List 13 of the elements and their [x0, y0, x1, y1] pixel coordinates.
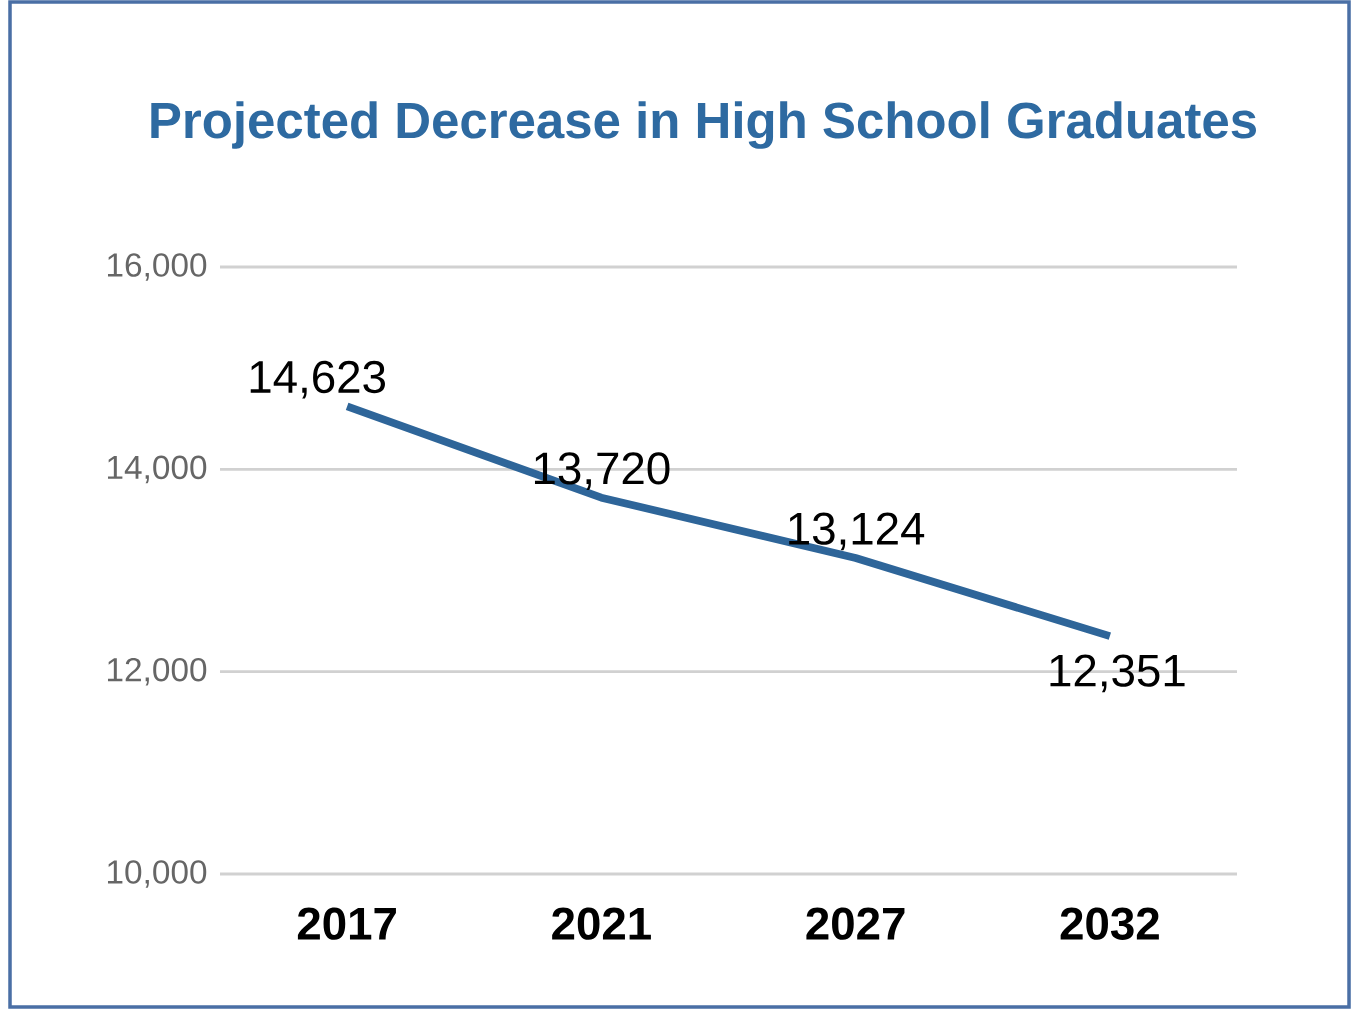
data-label: 14,623	[250, 360, 385, 399]
chart-title: Projected Decrease in High School Graduates	[151, 101, 1257, 149]
x-tick-label: 2017	[297, 907, 396, 940]
y-tick-label: 12,000	[108, 657, 207, 686]
x-tick-label: 2032	[1060, 907, 1159, 940]
y-tick-label: 16,000	[108, 253, 207, 281]
x-tick-label: 2021	[552, 907, 651, 940]
x-tick-label: 2027	[806, 907, 905, 940]
y-tick-label: 14,000	[108, 455, 207, 484]
data-label: 13,720	[534, 452, 670, 490]
data-label: 12,351	[1050, 654, 1185, 693]
y-tick-label: 10,000	[108, 860, 207, 888]
data-label: 13,124	[789, 512, 925, 551]
